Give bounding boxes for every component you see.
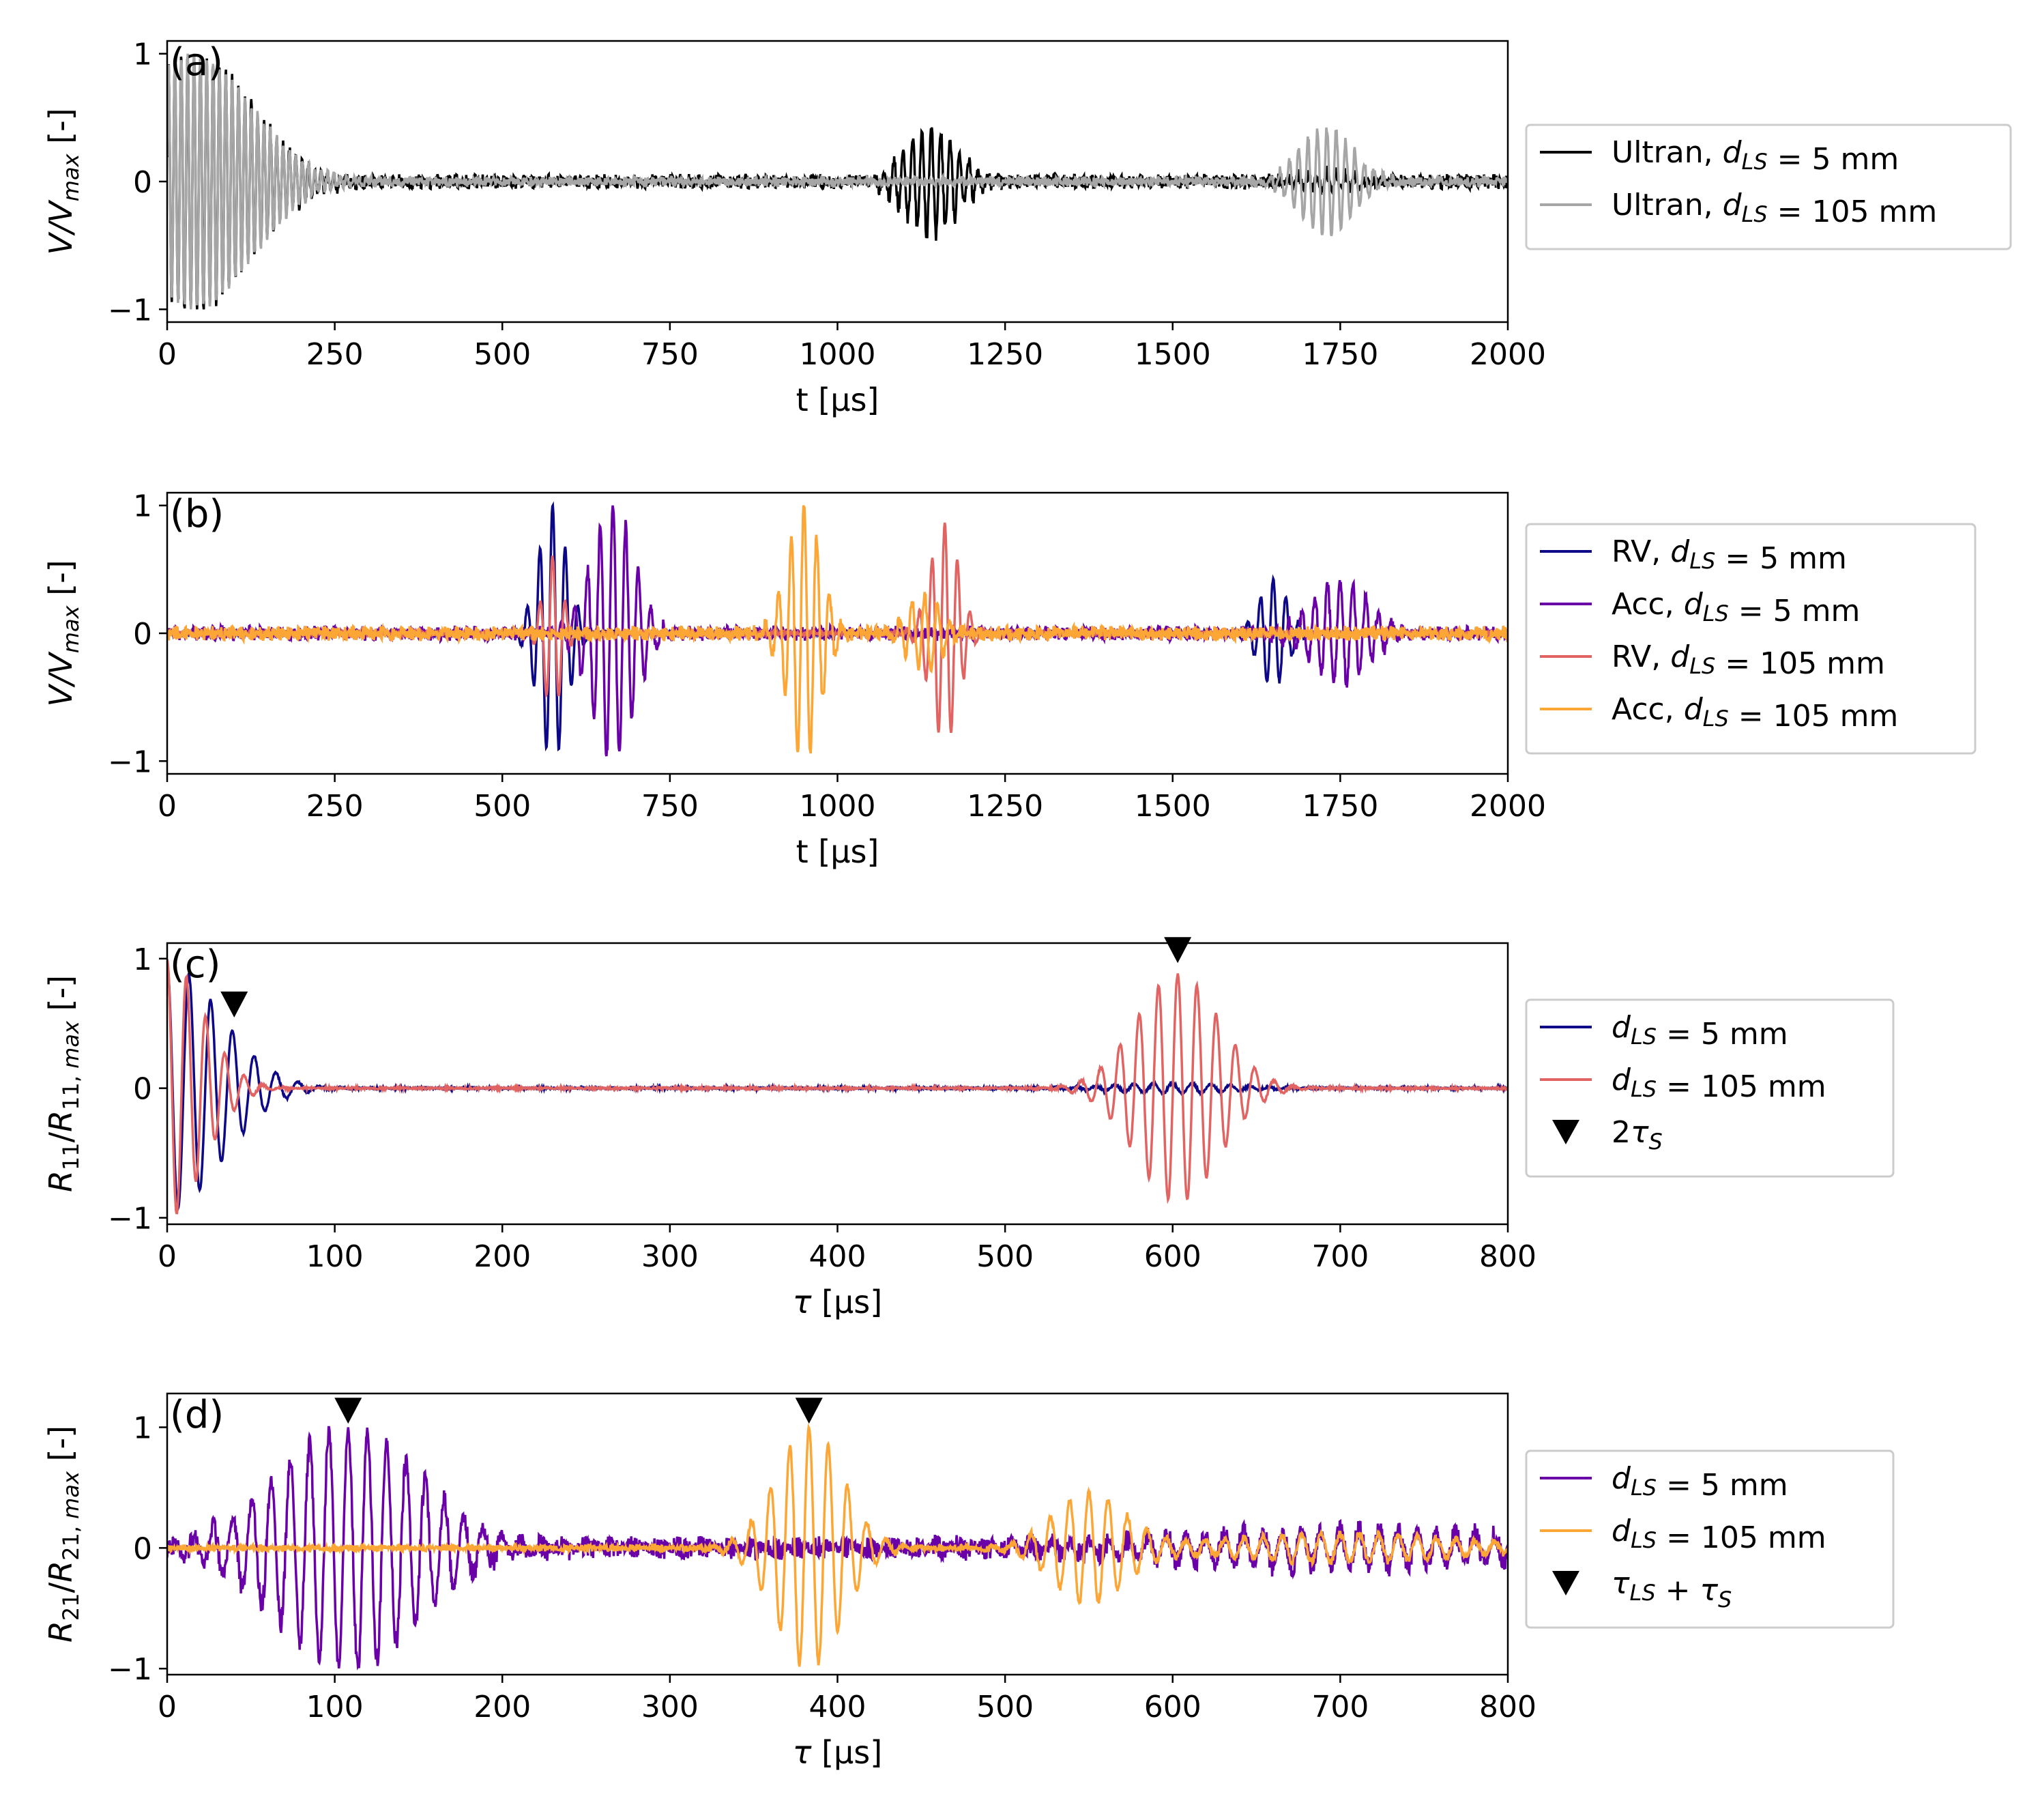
panel-label: (b) [170, 492, 224, 536]
x-tick-label: 300 [641, 1690, 699, 1724]
x-tick-label: 0 [158, 1690, 177, 1724]
series-line-c-1 [167, 959, 1508, 1215]
x-tick-label: 2000 [1470, 337, 1546, 372]
y-axis-label: V/Vmax [-] [42, 108, 84, 255]
x-tick-label: 1750 [1302, 337, 1378, 372]
panel-c: 0 100 200 300 400 500 600 700 800−101 (c)τ [μs]R1… [42, 937, 1895, 1320]
legend-label: Ultran, dLS = 5 mm [1612, 135, 1899, 177]
x-tick-label: 1000 [800, 789, 876, 824]
panel-b: 0 250 500 750 1000 1250 1500 1750 2000−101 (b)t [… [42, 489, 1977, 870]
x-tick-label: 500 [976, 1239, 1034, 1274]
legend-label: Acc, dLS = 5 mm [1612, 587, 1860, 629]
x-tick-label: 500 [473, 337, 531, 372]
x-axis-label: t [μs] [796, 833, 879, 870]
legend-box [1525, 998, 1895, 1178]
x-axis-label: τ [μs] [793, 1734, 882, 1771]
series-line-a-1 [167, 53, 1508, 310]
x-tick-label: 500 [473, 789, 531, 824]
x-tick-label: 200 [473, 1239, 531, 1274]
x-tick-label: 200 [473, 1690, 531, 1724]
x-tick-label: 1500 [1135, 337, 1211, 372]
legend-label: dLS = 5 mm [1612, 1461, 1788, 1503]
panel-label: (d) [170, 1393, 224, 1437]
x-tick-label: 750 [641, 789, 699, 824]
x-tick-label: 250 [306, 789, 364, 824]
legend-label: RV, dLS = 5 mm [1612, 534, 1847, 576]
axes-frame [166, 942, 1509, 1226]
legend-box [1525, 124, 2012, 250]
legend-label: dLS = 105 mm [1612, 1514, 1826, 1555]
legend-marker-swatch [1552, 1120, 1579, 1144]
x-tick-label: 400 [809, 1239, 866, 1274]
x-tick-label: 1500 [1135, 789, 1211, 824]
x-tick-label: 1000 [800, 337, 876, 372]
legend-label: dLS = 105 mm [1612, 1063, 1826, 1104]
panel-label: (c) [170, 942, 220, 987]
x-tick-label: 500 [976, 1690, 1034, 1724]
y-tick-label: 1 [133, 942, 152, 977]
legend-d: dLS = 5 mm dLS = 105 mm τLS + τS [1525, 1449, 1895, 1629]
y-tick-label: 0 [133, 1072, 152, 1107]
legend-label: Acc, dLS = 105 mm [1612, 692, 1898, 734]
x-tick-label: 0 [158, 789, 177, 824]
y-axis-label: R11/R11, max [-] [42, 975, 84, 1192]
x-tick-label: 600 [1144, 1690, 1201, 1724]
panel-label: (a) [170, 40, 223, 85]
marker-d-1 [795, 1398, 823, 1424]
x-tick-label: 800 [1479, 1690, 1536, 1724]
marker-c-0 [220, 992, 248, 1018]
x-tick-label: 700 [1311, 1690, 1369, 1724]
y-axis-label: V/Vmax [-] [42, 560, 84, 706]
x-tick-label: 800 [1479, 1239, 1536, 1274]
y-tick-label: 1 [133, 38, 152, 72]
y-tick-label: 0 [133, 617, 152, 652]
panel-a: 0 250 500 750 1000 1250 1500 1750 2000−101 (a)t [… [42, 38, 2012, 418]
panel-d: 0 100 200 300 400 500 600 700 800−101 (d)τ [μs]R2… [42, 1392, 1895, 1771]
legend-label: dLS = 5 mm [1612, 1010, 1788, 1052]
legend-b: RV, dLS = 5 mm Acc, dLS = 5 mm RV, dLS = 1… [1525, 523, 1977, 755]
legend-a: Ultran, dLS = 5 mm Ultran, dLS = 105 mm [1525, 124, 2012, 250]
legend-label: RV, dLS = 105 mm [1612, 639, 1885, 681]
x-tick-label: 1250 [967, 789, 1043, 824]
x-tick-label: 2000 [1470, 789, 1546, 824]
legend-marker-swatch [1552, 1571, 1579, 1595]
legend-label: τLS + τS [1612, 1566, 1732, 1613]
x-tick-label: 700 [1311, 1239, 1369, 1274]
y-tick-label: 1 [133, 489, 152, 524]
y-tick-label: 0 [133, 1531, 152, 1566]
x-tick-label: 300 [641, 1239, 699, 1274]
y-tick-label: −1 [108, 1202, 152, 1237]
x-tick-label: 0 [158, 337, 177, 372]
series-line-b-3 [167, 505, 1508, 754]
marker-c-1 [1164, 937, 1192, 964]
x-tick-label: 600 [1144, 1239, 1201, 1274]
x-tick-label: 750 [641, 337, 699, 372]
x-axis-label: τ [μs] [793, 1284, 882, 1320]
legend-label: Ultran, dLS = 105 mm [1612, 188, 1937, 229]
x-tick-label: 100 [306, 1690, 364, 1724]
series-line-b-2 [167, 522, 1508, 734]
y-tick-label: −1 [108, 293, 152, 328]
legend-box [1525, 523, 1977, 755]
legend-c: dLS = 5 mm dLS = 105 mm 2τS [1525, 998, 1895, 1178]
legend-label: 2τS [1612, 1115, 1663, 1155]
x-tick-label: 250 [306, 337, 364, 372]
x-tick-label: 1250 [967, 337, 1043, 372]
x-tick-label: 0 [158, 1239, 177, 1274]
x-tick-label: 1750 [1302, 789, 1378, 824]
x-tick-label: 400 [809, 1690, 866, 1724]
y-tick-label: 1 [133, 1411, 152, 1446]
legend-box [1525, 1449, 1895, 1629]
y-tick-label: −1 [108, 1652, 152, 1687]
marker-d-0 [334, 1398, 362, 1424]
y-tick-label: −1 [108, 745, 152, 779]
x-tick-label: 100 [306, 1239, 364, 1274]
series-line-d-1 [167, 1423, 1508, 1667]
y-axis-label: R21/R21, max [-] [42, 1426, 84, 1643]
y-tick-label: 0 [133, 165, 152, 200]
x-axis-label: t [μs] [796, 381, 879, 418]
